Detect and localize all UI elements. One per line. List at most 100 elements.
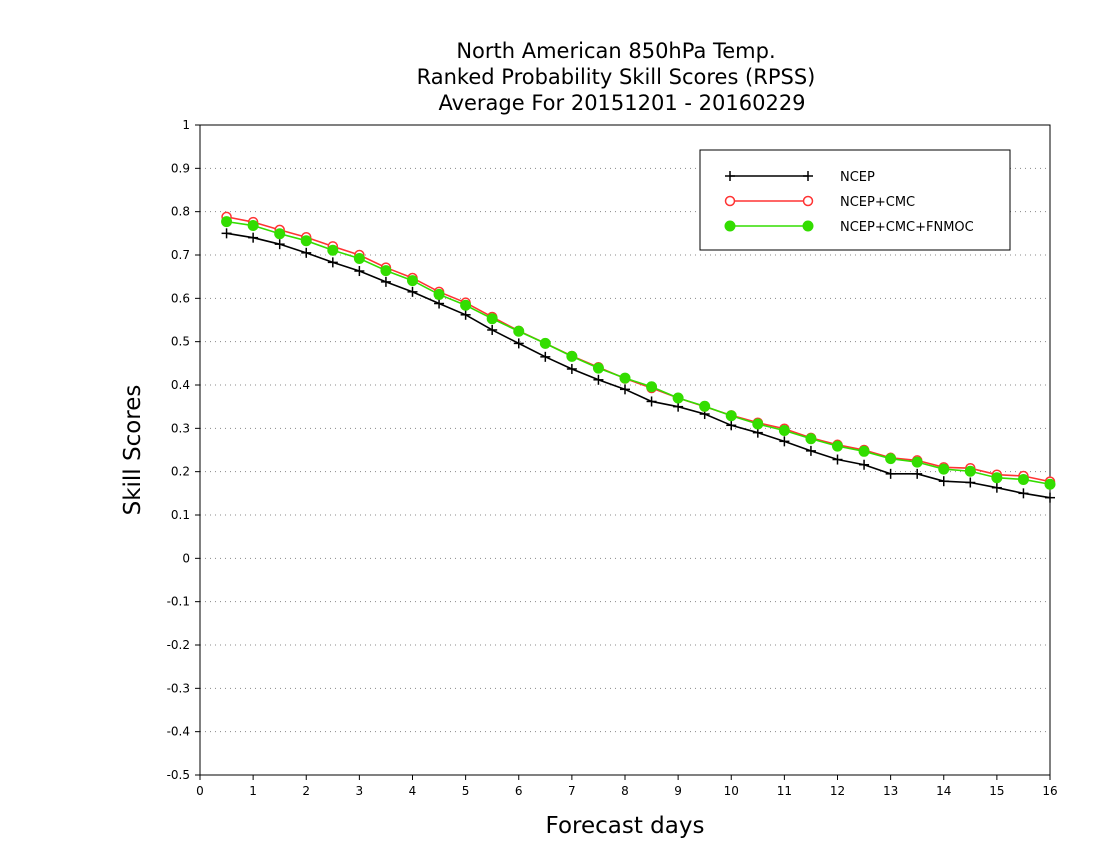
x-tick-label: 12 (830, 784, 845, 798)
legend-item: NCEP+CMC+FNMOC (724, 220, 974, 235)
x-tick-label: 15 (989, 784, 1004, 798)
y-tick-label: 0.1 (171, 508, 190, 522)
filled-circle-marker (752, 418, 764, 430)
filled-circle-marker (991, 472, 1003, 484)
plus-marker (912, 468, 923, 479)
plus-marker (487, 324, 498, 335)
plus-marker (301, 247, 312, 258)
y-tick-label: -0.1 (167, 595, 190, 609)
chart-title-line-1: North American 850hPa Temp. (456, 39, 775, 63)
plus-marker (832, 454, 843, 465)
plus-marker (593, 374, 604, 385)
chart-title-line-3: Average For 20151201 - 20160229 (438, 91, 805, 115)
x-tick-label: 14 (936, 784, 951, 798)
filled-circle-marker (646, 381, 658, 393)
plus-marker (221, 228, 232, 239)
filled-circle-marker (885, 453, 897, 465)
y-tick-label: 0.9 (171, 161, 190, 175)
filled-circle-marker (672, 392, 684, 404)
x-tick-label: 3 (356, 784, 364, 798)
filled-circle-marker (699, 400, 711, 412)
series-ncep-cmc (221, 211, 1056, 487)
filled-circle-marker (1017, 473, 1029, 485)
filled-circle-marker (353, 252, 365, 264)
filled-circle-marker (433, 288, 445, 300)
filled-circle-marker (619, 372, 631, 384)
y-axis-title: Skill Scores (120, 385, 146, 516)
filled-circle-marker (802, 220, 814, 232)
open-circle-marker (724, 195, 736, 207)
filled-circle-marker (221, 216, 233, 228)
x-tick-label: 9 (674, 784, 682, 798)
plus-marker (248, 232, 259, 243)
filled-circle-marker (964, 465, 976, 477)
y-tick-label: 1 (182, 118, 190, 132)
chart-title-line-2: Ranked Probability Skill Scores (RPSS) (417, 65, 816, 89)
filled-circle-marker (380, 265, 392, 277)
plus-marker (803, 171, 813, 181)
y-tick-label: 0.6 (171, 291, 190, 305)
plus-marker (991, 482, 1002, 493)
legend-label: NCEP+CMC (840, 195, 915, 210)
filled-circle-marker (247, 220, 259, 232)
x-tick-label: 8 (621, 784, 629, 798)
y-tick-label: 0.7 (171, 248, 190, 262)
plus-marker (327, 257, 338, 268)
plus-marker (566, 363, 577, 374)
filled-circle-marker (566, 350, 578, 362)
open-circle-marker (802, 195, 814, 207)
chart-title: North American 850hPa Temp. Ranked Proba… (417, 39, 816, 115)
filled-circle-marker (911, 456, 923, 468)
x-tick-label: 7 (568, 784, 576, 798)
filled-circle-marker (513, 325, 525, 337)
gridlines (200, 167, 1050, 733)
y-tick-label: 0 (182, 551, 190, 565)
plot-frame (199, 124, 1051, 776)
y-tick-label: 0.4 (171, 378, 190, 392)
series-ncep-cmc-fnmoc (221, 216, 1056, 490)
plus-marker (460, 309, 471, 320)
filled-circle-marker (327, 244, 339, 256)
x-tick-label: 10 (724, 784, 739, 798)
series-line (226, 220, 1051, 486)
plus-marker (274, 239, 285, 250)
y-tick-label: 0.3 (171, 421, 190, 435)
filled-circle-marker (778, 425, 790, 436)
legend-label: NCEP (840, 170, 875, 185)
plus-marker (407, 286, 418, 297)
y-axis: 1 0.9 0.8 0.7 0.6 0.5 0.4 0.3 0.2 0.1 0 -0.1 -0.2 -0.… (167, 118, 200, 782)
x-tick-label: 5 (462, 784, 470, 798)
plus-marker (779, 436, 790, 447)
filled-circle-marker (832, 440, 843, 452)
y-tick-label: 0.5 (171, 335, 190, 349)
filled-circle-marker (407, 275, 418, 287)
data-series (221, 211, 1056, 503)
legend: NCEP NCEP+CMC NCEP+CMC+FNMOC (699, 149, 1011, 251)
filled-circle-marker (724, 220, 736, 232)
x-tick-label: 6 (515, 784, 523, 798)
x-axis-title: Forecast days (546, 813, 705, 839)
filled-circle-marker (300, 235, 312, 247)
plus-marker (938, 476, 949, 487)
filled-circle-marker (1044, 478, 1056, 490)
filled-circle-marker (486, 313, 498, 325)
x-tick-label: 0 (196, 784, 204, 798)
legend-box (699, 149, 1011, 251)
filled-circle-marker (539, 337, 551, 349)
plus-marker (859, 459, 870, 470)
x-tick-label: 2 (302, 784, 310, 798)
plus-marker (805, 445, 816, 456)
y-tick-label: 0.8 (171, 205, 190, 219)
legend-label: NCEP+CMC+FNMOC (840, 220, 974, 235)
series-line (226, 232, 1051, 499)
plus-marker (726, 420, 737, 431)
plus-marker (1018, 488, 1029, 499)
x-tick-label: 13 (883, 784, 898, 798)
plus-marker (540, 351, 551, 362)
series-ncep (221, 228, 1055, 503)
x-axis: 0 1 2 3 4 5 6 7 8 9 10 11 12 13 14 15 16 (196, 775, 1058, 798)
legend-item: NCEP+CMC (724, 195, 915, 210)
y-tick-label: 0.2 (171, 465, 190, 479)
plus-marker (646, 396, 657, 407)
